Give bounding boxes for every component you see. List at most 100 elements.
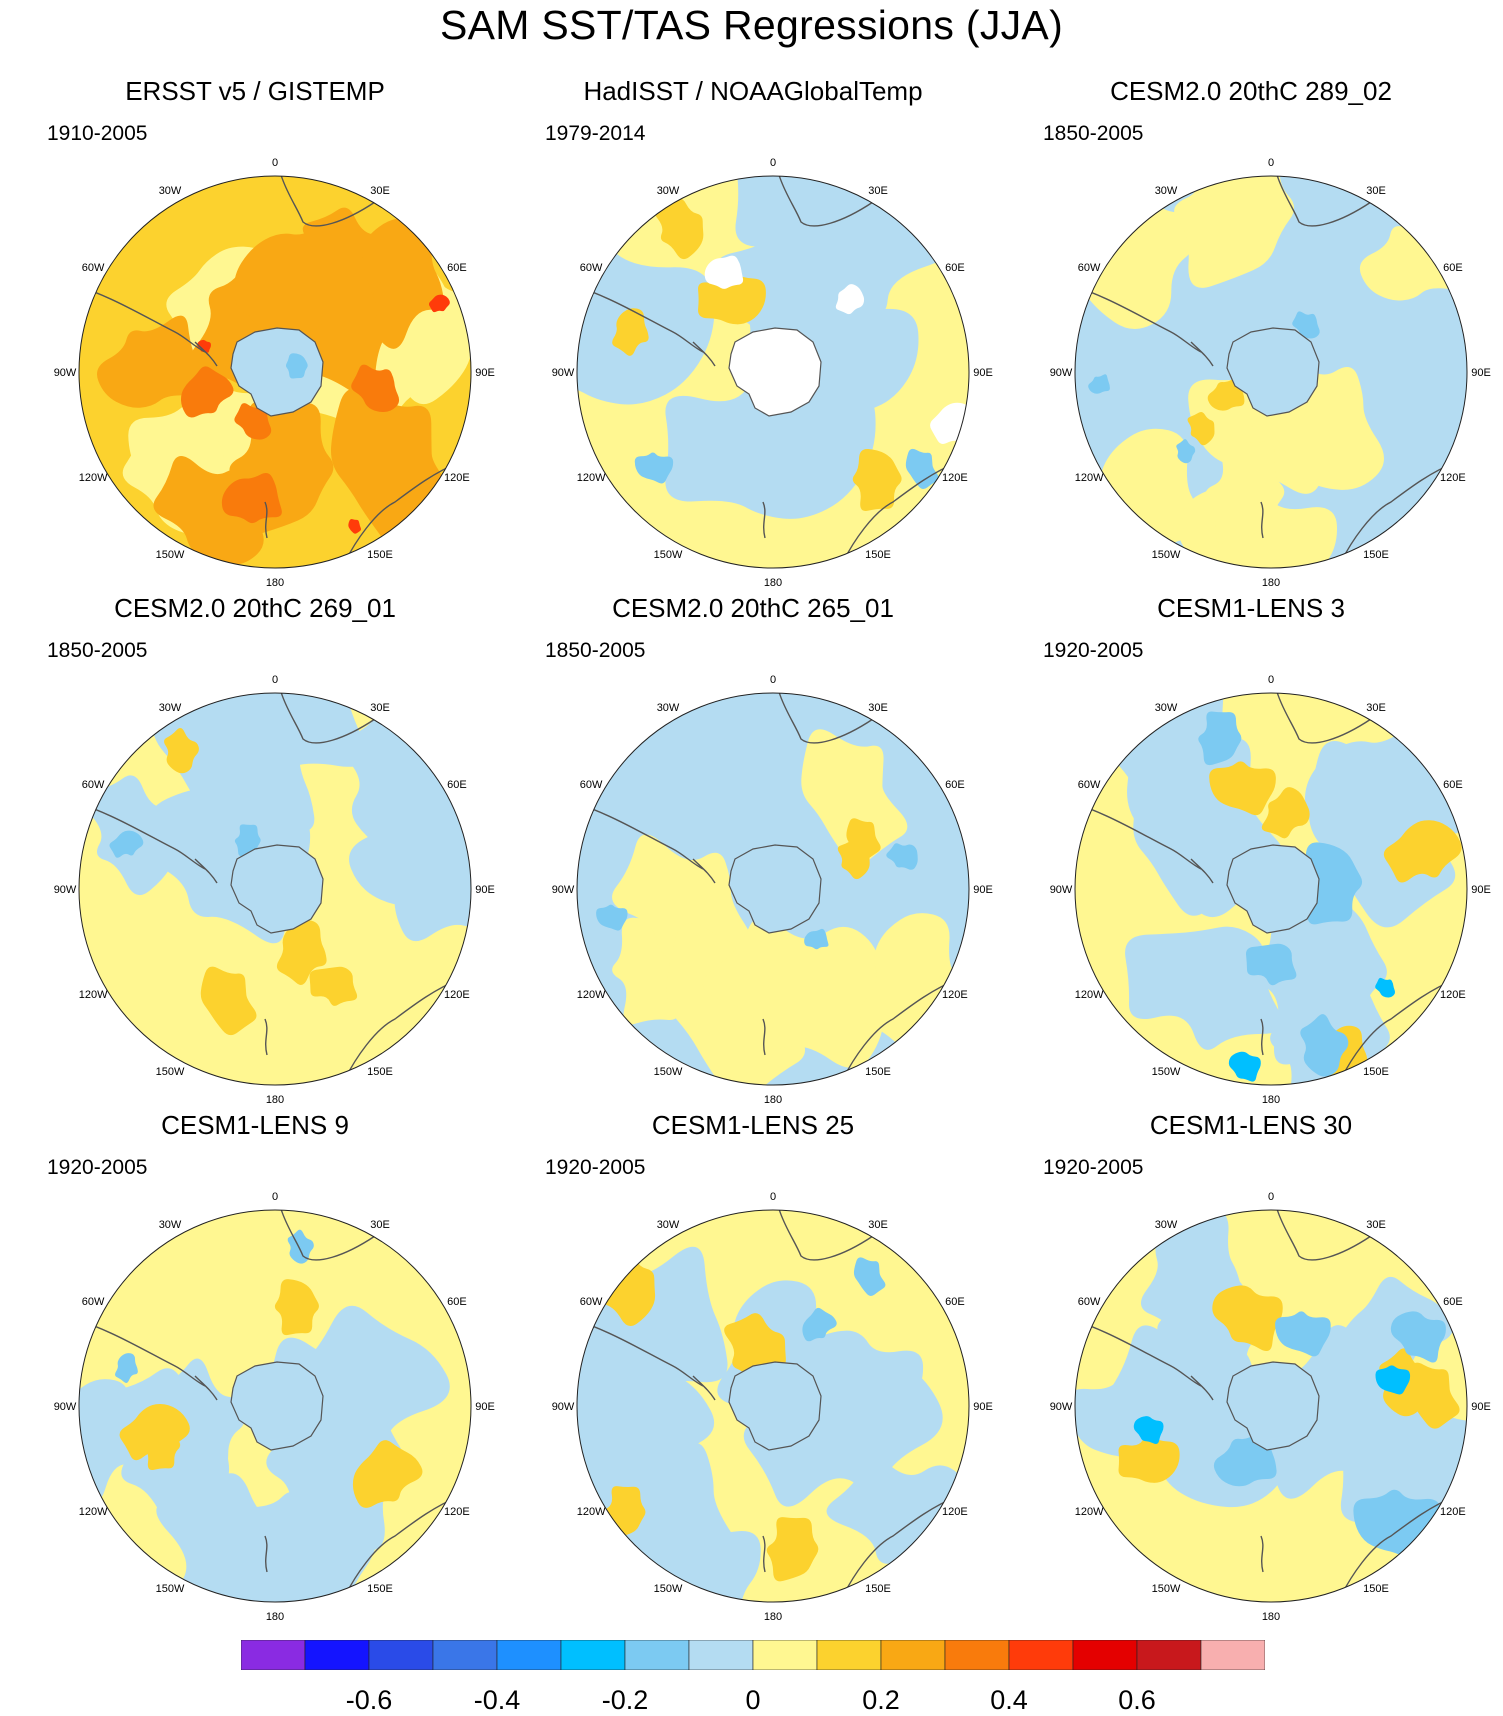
map-field (1075, 1210, 1467, 1602)
longitude-label: 150E (1363, 1066, 1389, 1078)
longitude-label: 120W (1075, 1506, 1104, 1518)
anomaly-region (743, 1351, 943, 1507)
colorbar-box (496, 1640, 562, 1670)
panel-period: 1850-2005 (1043, 122, 1144, 145)
longitude-label: 90W (1050, 884, 1073, 896)
anomaly-region (309, 966, 358, 1006)
anomaly-region (852, 448, 902, 511)
anomaly-region (96, 315, 202, 408)
longitude-label: 60E (1443, 1296, 1463, 1308)
longitude-label: 120W (577, 989, 606, 1001)
longitude-label: 0 (272, 157, 278, 169)
map-border (576, 1209, 970, 1603)
longitude-label: 0 (1268, 1191, 1274, 1203)
longitude-label: 0 (770, 157, 776, 169)
longitude-label: 0 (1268, 674, 1274, 686)
longitude-label: 120E (1440, 472, 1466, 484)
longitude-label: 60W (1078, 262, 1101, 274)
longitude-label: 90E (973, 1401, 993, 1413)
anomaly-region (1300, 1014, 1349, 1077)
longitude-label: 30E (370, 702, 390, 714)
map-border (576, 175, 970, 569)
anomaly-region (1375, 1365, 1411, 1395)
anomaly-region (634, 452, 674, 484)
longitude-label: 90W (1050, 1401, 1073, 1413)
coastline (762, 501, 766, 539)
coastline (1190, 341, 1214, 367)
longitude-label: 180 (764, 1611, 782, 1623)
longitude-label: 60E (1443, 262, 1463, 274)
polar-map: 0 30E 60E 90E 120E 150E 180 150W 120W 90W 60W 30W (552, 1191, 993, 1623)
colorbar-box (560, 1640, 626, 1670)
colorbar-box (880, 1640, 946, 1670)
longitude-label: 90W (552, 884, 575, 896)
colorbar-tick-label: -0.2 (601, 1685, 649, 1715)
anomaly-region (1375, 977, 1396, 998)
longitude-label: 150W (156, 1583, 185, 1595)
longitude-label: 180 (266, 577, 284, 589)
longitude-label: 30W (1155, 702, 1178, 714)
colorbar-box (624, 1640, 690, 1670)
anomaly-region (428, 294, 450, 313)
coastline (842, 1495, 959, 1597)
colorbar-tick-label: -0.4 (473, 1685, 521, 1715)
map-field (1075, 693, 1467, 1085)
anomaly-region (802, 1307, 837, 1342)
longitude-label: 150E (367, 1066, 393, 1078)
coastline (264, 1535, 268, 1573)
coastline (692, 341, 716, 367)
panel-period: 1920-2005 (545, 1156, 646, 1179)
anomaly-region (835, 284, 865, 315)
longitude-label: 30W (1155, 185, 1178, 197)
longitude-label: 30E (1366, 1219, 1386, 1231)
longitude-label: 120E (444, 472, 470, 484)
antarctica-outline (1226, 844, 1320, 934)
longitude-label: 60E (945, 262, 965, 274)
map-panel: HadISST / NOAAGlobalTemp 1979-2014 0 30E 6… (503, 76, 1003, 594)
polar-map: 0 30E 60E 90E 120E 150E 180 150W 120W 90W 60W 30W (552, 674, 993, 1106)
longitude-label: 90E (973, 367, 993, 379)
panel-period: 1910-2005 (47, 122, 148, 145)
longitude-label: 0 (770, 674, 776, 686)
coastline (194, 1375, 218, 1401)
panel-title: CESM1-LENS 9 (161, 1110, 349, 1140)
longitude-label: 180 (266, 1611, 284, 1623)
anomaly-region (1088, 374, 1110, 394)
longitude-label: 150E (865, 549, 891, 561)
panel-title: CESM2.0 20thC 265_01 (612, 593, 894, 623)
anomaly-region (1292, 311, 1320, 339)
panel-period: 1850-2005 (47, 639, 148, 662)
longitude-label: 180 (764, 577, 782, 589)
colorbar (241, 1640, 1265, 1670)
anomaly-region (1174, 176, 1295, 288)
longitude-label: 60W (580, 262, 603, 274)
longitude-label: 150E (367, 1583, 393, 1595)
map-border (78, 175, 472, 569)
longitude-label: 180 (1262, 1611, 1280, 1623)
anomaly-region (352, 1440, 423, 1508)
anomaly-region (200, 966, 257, 1036)
longitude-label: 30E (370, 185, 390, 197)
anomaly-region (1383, 820, 1462, 883)
anomaly-region (234, 824, 261, 857)
anomaly-region (654, 198, 704, 260)
coastline (1260, 1535, 1264, 1573)
anomaly-region (1187, 412, 1215, 446)
coastline (772, 693, 874, 744)
panel-period: 1920-2005 (47, 1156, 148, 1179)
longitude-label: 90W (552, 1401, 575, 1413)
map-border (1074, 692, 1468, 1086)
anomaly-region (154, 1358, 246, 1482)
map-panel: ERSST v5 / GISTEMP 1910-2005 0 30E 60E 90E 1… (5, 76, 505, 594)
longitude-label: 120E (1440, 1506, 1466, 1518)
longitude-label: 30E (868, 185, 888, 197)
anomaly-region (735, 176, 938, 264)
colorbar-tick-label: 0 (745, 1685, 761, 1715)
longitude-label: 0 (1268, 157, 1274, 169)
longitude-label: 60E (447, 262, 467, 274)
longitude-label: 90W (54, 1401, 77, 1413)
colorbar-box (752, 1640, 818, 1670)
antarctica-outline (1226, 1361, 1320, 1451)
map-field (1075, 176, 1467, 568)
longitude-label: 120W (79, 472, 108, 484)
